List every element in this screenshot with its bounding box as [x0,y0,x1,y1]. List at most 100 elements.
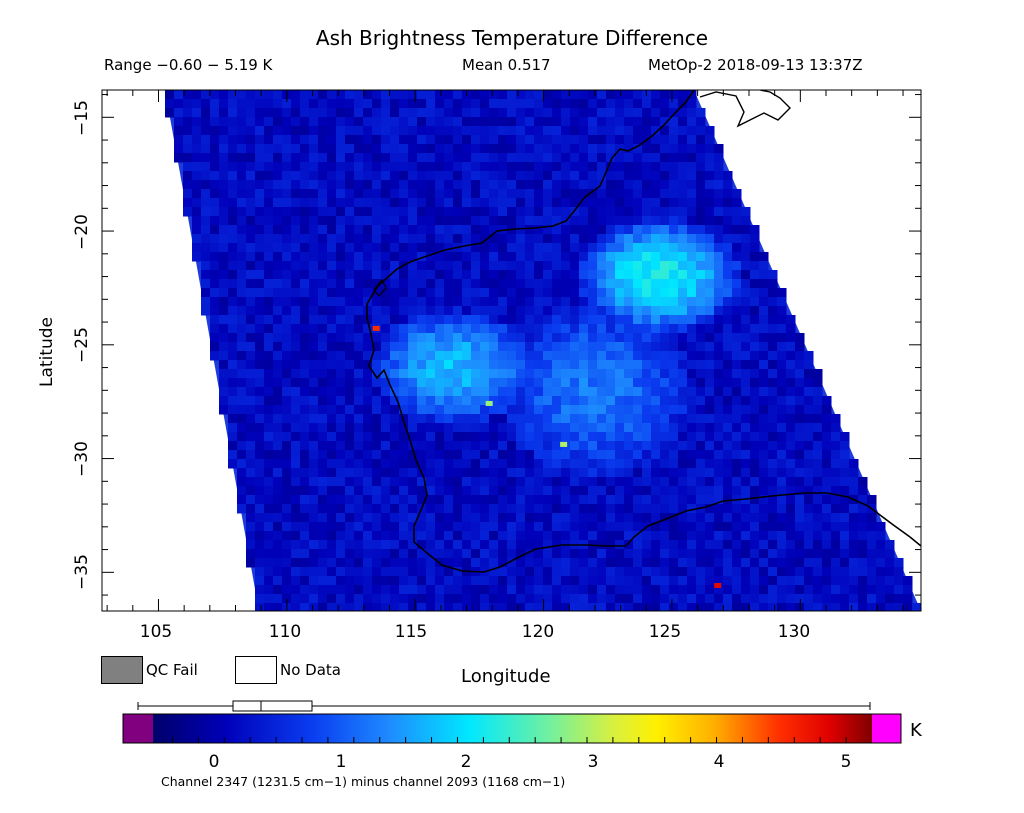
data-pixel [246,126,256,136]
data-pixel [759,603,769,611]
data-pixel [228,459,238,469]
data-pixel [318,495,328,505]
data-pixel [291,351,301,361]
data-pixel [606,396,616,406]
data-pixel [651,441,661,451]
data-pixel [489,189,499,199]
data-pixel [804,396,814,406]
data-pixel [615,117,625,127]
data-pixel [831,486,841,496]
data-pixel [264,387,274,397]
data-pixel [705,558,715,568]
data-pixel [498,378,508,388]
data-pixel [678,396,688,406]
data-pixel [471,162,481,172]
data-pixel [768,396,778,406]
data-pixel [687,387,697,397]
data-pixel [372,504,382,514]
data-pixel [633,360,643,370]
data-pixel [417,252,427,262]
data-pixel [372,252,382,262]
data-pixel [426,126,436,136]
data-pixel [552,405,562,415]
data-pixel [336,180,346,190]
data-pixel [201,153,211,163]
data-pixel [651,243,661,253]
data-pixel [327,414,337,424]
data-pixel [588,504,598,514]
data-pixel [327,594,337,604]
data-pixel [669,333,679,343]
data-pixel [561,414,571,424]
data-pixel [525,342,535,352]
data-pixel [696,342,706,352]
data-pixel [318,387,328,397]
data-pixel [543,360,553,370]
data-pixel [714,144,724,154]
data-pixel [714,513,724,523]
data-pixel [480,90,490,100]
data-pixel [228,333,238,343]
data-pixel [651,207,661,217]
data-pixel [291,198,301,208]
data-pixel [462,396,472,406]
data-pixel [480,153,490,163]
data-pixel [426,423,436,433]
data-pixel [660,423,670,433]
data-pixel [363,594,373,604]
data-pixel [804,387,814,397]
data-pixel [579,360,589,370]
data-pixel [417,594,427,604]
data-pixel [390,117,400,127]
data-pixel [462,387,472,397]
data-pixel [381,576,391,586]
data-pixel [498,495,508,505]
data-pixel [768,486,778,496]
data-pixel [516,279,526,289]
data-pixel [345,153,355,163]
data-pixel [678,495,688,505]
data-pixel [273,243,283,253]
data-pixel [516,441,526,451]
data-pixel [534,243,544,253]
data-pixel [210,243,220,253]
data-pixel [291,378,301,388]
data-pixel [345,180,355,190]
data-pixel [309,270,319,280]
data-pixel [444,90,454,100]
data-pixel [426,117,436,127]
data-pixel [561,288,571,298]
data-pixel [507,450,517,460]
data-pixel [498,117,508,127]
data-pixel [561,198,571,208]
data-pixel [264,432,274,442]
data-pixel [372,378,382,388]
data-pixel [345,270,355,280]
data-pixel [543,261,553,271]
data-pixel [759,360,769,370]
data-pixel [543,171,553,181]
data-pixel [453,414,463,424]
data-pixel [354,396,364,406]
data-pixel [714,576,724,586]
data-pixel [372,468,382,478]
data-pixel [507,585,517,595]
data-pixel [633,306,643,316]
data-pixel [408,261,418,271]
data-pixel [318,603,328,611]
data-pixel [282,189,292,199]
data-pixel [516,351,526,361]
data-pixel [363,135,373,145]
data-pixel [507,171,517,181]
data-pixel [489,324,499,334]
data-pixel [822,504,832,514]
data-pixel [426,297,436,307]
data-pixel [345,486,355,496]
data-pixel [624,171,634,181]
data-pixel [489,216,499,226]
data-pixel [264,207,274,217]
data-pixel [687,261,697,271]
data-pixel [660,414,670,424]
data-pixel [444,459,454,469]
data-pixel [291,171,301,181]
